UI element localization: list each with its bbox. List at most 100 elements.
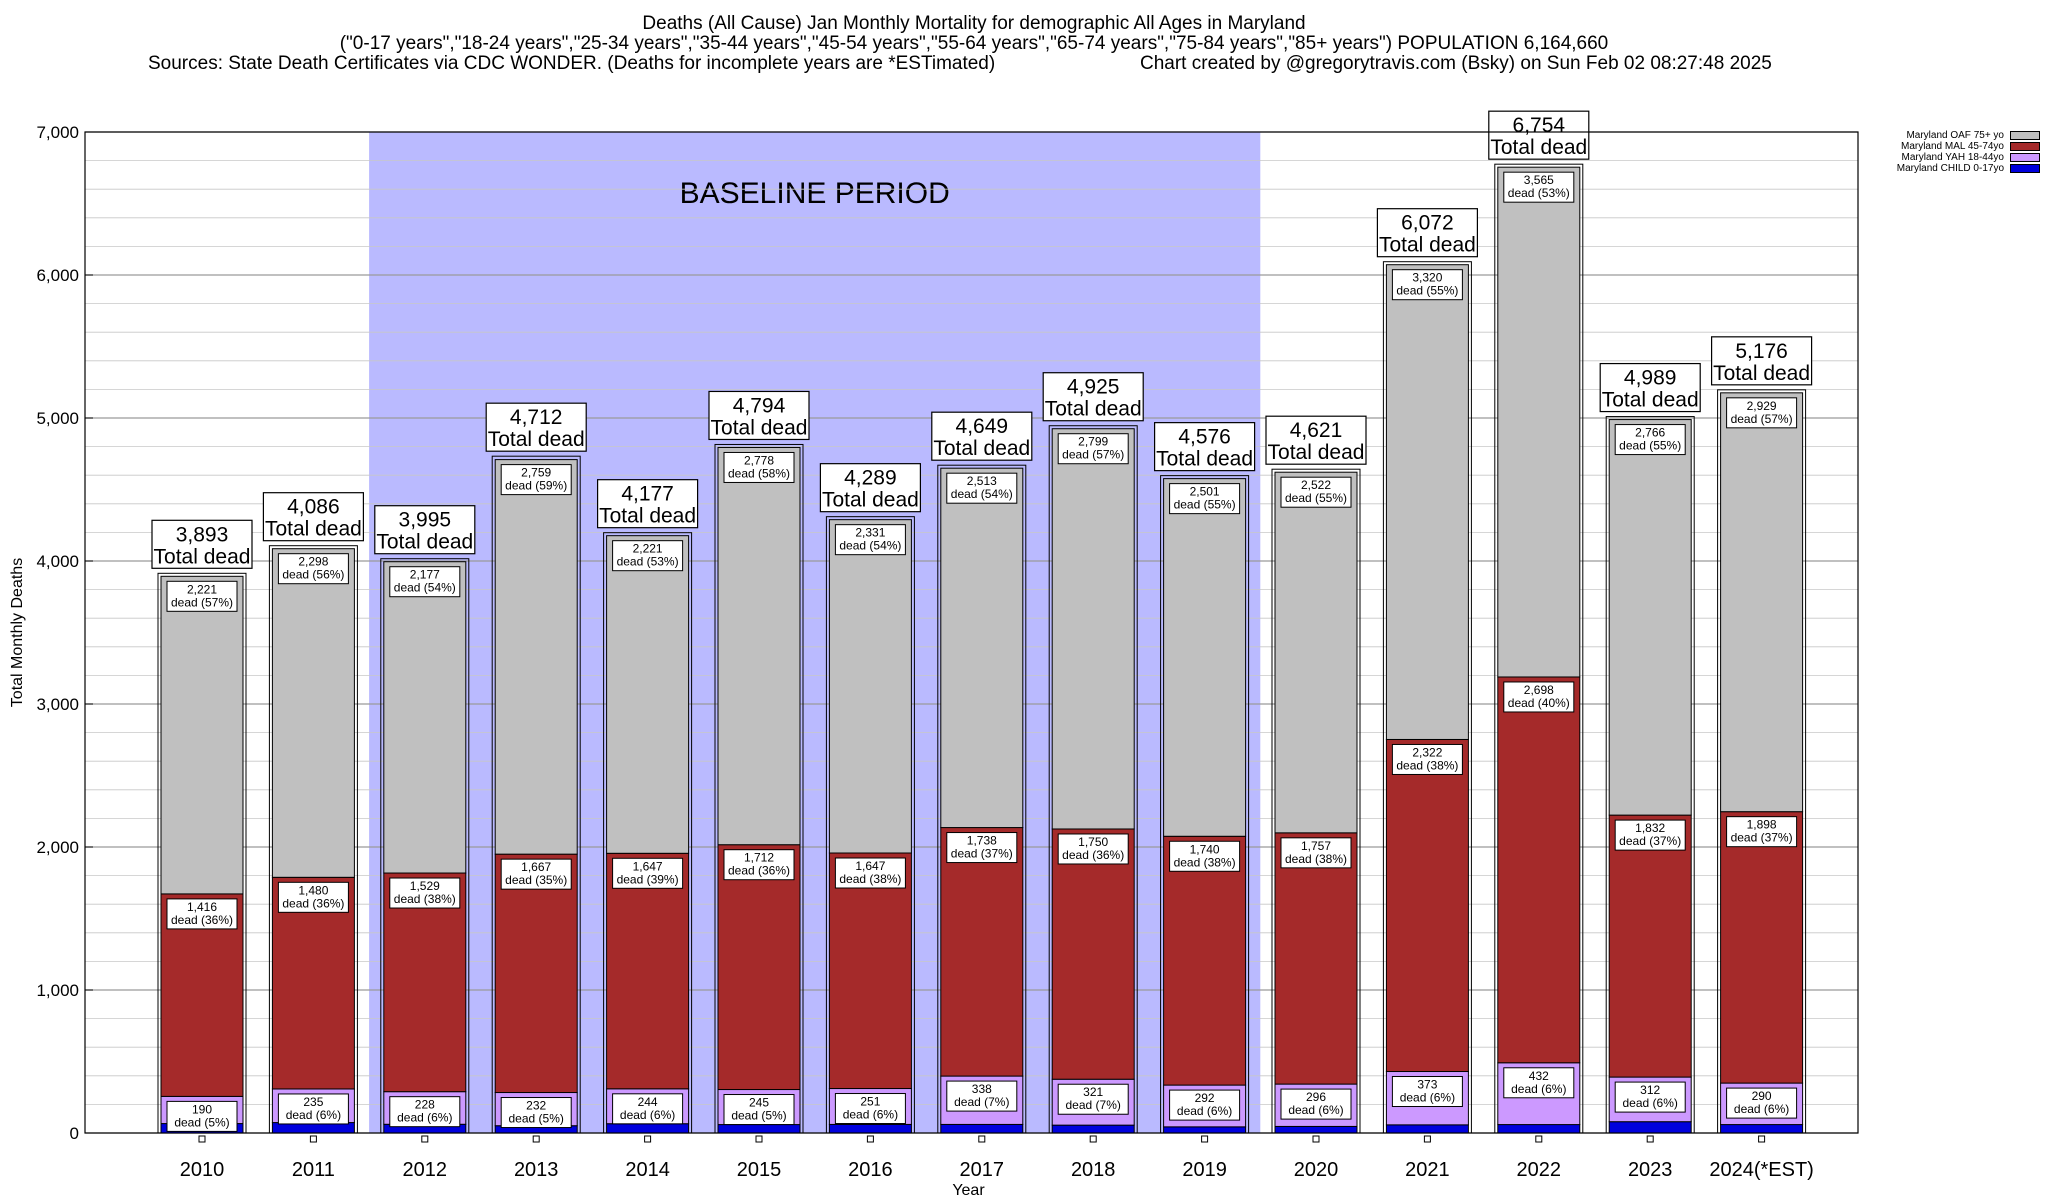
y-axis-label: Total Monthly Deaths <box>9 558 26 707</box>
segment-value-label: 1,832 <box>1635 821 1665 835</box>
segment-share-label: dead (6%) <box>1623 1096 1678 1110</box>
segment-label-box <box>277 553 349 585</box>
segment-label-box <box>834 1093 906 1125</box>
segment-label-box <box>1614 1081 1686 1113</box>
legend-swatch <box>2010 142 2040 151</box>
segment-share-label: dead (54%) <box>394 581 456 595</box>
segment-value-label: 2,331 <box>855 526 885 540</box>
total-label-box <box>151 519 253 569</box>
segment-value-label: 1,647 <box>633 859 663 873</box>
bar-segment <box>1385 738 1469 1073</box>
total-suffix-label: Total dead <box>1379 234 1476 257</box>
segment-label-box <box>1280 837 1352 869</box>
x-tick-marker <box>1535 1135 1543 1143</box>
chart-title: Deaths (All Cause) Jan Monthly Mortality… <box>642 13 1306 34</box>
segment-value-label: 1,738 <box>967 834 997 848</box>
x-tick-label: 2017 <box>960 1159 1005 1181</box>
x-tick-label: 2018 <box>1071 1159 1116 1181</box>
segment-label-box <box>723 451 795 483</box>
legend-label: Maryland CHILD 0-17yo <box>1896 163 2004 174</box>
total-value-label: 4,177 <box>621 483 674 506</box>
total-value-label: 3,893 <box>176 523 229 546</box>
x-tick-label: 2011 <box>292 1159 335 1181</box>
x-tick-label: 2013 <box>514 1159 559 1181</box>
legend-swatch <box>2010 153 2040 162</box>
segment-share-label: dead (57%) <box>1062 448 1124 462</box>
segment-label-box <box>1057 833 1129 865</box>
total-suffix-label: Total dead <box>376 531 473 554</box>
bar-segment <box>1385 264 1469 740</box>
bar-segment <box>1163 1126 1247 1134</box>
bar-segment <box>1608 1121 1692 1134</box>
bar-segment <box>1274 1125 1358 1134</box>
segment-label-box <box>834 524 906 556</box>
segment-share-label: dead (5%) <box>731 1109 786 1123</box>
segment-value-label: 290 <box>1752 1089 1772 1103</box>
segment-value-label: 245 <box>749 1096 769 1110</box>
x-tick-marker <box>1201 1135 1209 1143</box>
segment-share-label: dead (7%) <box>1066 1098 1121 1112</box>
bar-segment <box>1608 419 1692 816</box>
baseline-period-label: BASELINE PERIOD <box>680 177 950 210</box>
total-suffix-label: Total dead <box>1045 398 1142 421</box>
segment-label-box <box>612 857 684 889</box>
segment-label-box <box>1503 681 1575 713</box>
x-tick-marker <box>1089 1135 1097 1143</box>
total-value-label: 5,176 <box>1735 340 1788 363</box>
segment-share-label: dead (53%) <box>617 555 679 569</box>
segment-value-label: 232 <box>526 1099 546 1113</box>
chart-legend: Maryland OAF 75+ yo Maryland MAL 45-74yo M… <box>1897 130 2040 174</box>
segment-value-label: 2,177 <box>410 568 440 582</box>
segment-value-label: 228 <box>415 1098 435 1112</box>
total-suffix-label: Total dead <box>1156 448 1253 471</box>
segment-share-label: dead (6%) <box>1400 1091 1455 1105</box>
total-suffix-label: Total dead <box>154 545 251 568</box>
segment-label-box <box>723 849 795 881</box>
segment-share-label: dead (55%) <box>1174 498 1236 512</box>
bar-segment <box>1497 676 1581 1064</box>
bar-segment <box>1608 814 1692 1078</box>
x-tick-label: 2019 <box>1182 1159 1227 1181</box>
segment-value-label: 235 <box>303 1095 323 1109</box>
segment-share-label: dead (57%) <box>1731 412 1793 426</box>
segment-value-label: 296 <box>1306 1090 1326 1104</box>
segment-label-box <box>1391 269 1463 301</box>
total-label-box <box>262 492 364 542</box>
segment-label-box <box>1280 1088 1352 1120</box>
segment-share-label: dead (54%) <box>839 539 901 553</box>
total-label-box <box>819 463 922 513</box>
segment-value-label: 312 <box>1640 1083 1660 1097</box>
legend-item: Maryland OAF 75+ yo <box>1897 130 2040 141</box>
total-suffix-label: Total dead <box>488 428 585 451</box>
total-label-box <box>1599 362 1701 413</box>
x-tick-label: 2020 <box>1294 1159 1339 1181</box>
bar-segment <box>940 1123 1024 1134</box>
total-value-label: 4,649 <box>956 415 1009 438</box>
chart-titles: Deaths (All Cause) Jan Monthly Mortality… <box>0 14 1948 74</box>
chart-subline: Sources: State Death Certificates via CD… <box>0 54 1948 74</box>
x-tick-marker <box>421 1135 429 1143</box>
segment-value-label: 1,667 <box>521 860 551 874</box>
total-label-box <box>1376 208 1479 258</box>
total-suffix-label: Total dead <box>599 505 696 528</box>
bar-segment <box>606 1123 690 1134</box>
segment-share-label: dead (40%) <box>1508 696 1570 710</box>
y-tick-label: 6,000 <box>36 266 79 285</box>
segment-value-label: 2,766 <box>1635 426 1665 440</box>
segment-label-box <box>1280 476 1352 508</box>
x-tick-label: 2016 <box>848 1159 893 1181</box>
plot-frame <box>84 131 1859 1134</box>
legend-label: Maryland OAF 75+ yo <box>1906 130 2004 141</box>
segment-value-label: 2,221 <box>187 582 217 596</box>
x-tick-marker <box>1312 1135 1320 1143</box>
segment-value-label: 2,778 <box>744 453 774 467</box>
segment-label-box <box>1391 743 1463 775</box>
segment-share-label: dead (7%) <box>954 1095 1009 1109</box>
segment-label-box <box>500 464 572 496</box>
x-tick-label: 2022 <box>1517 1159 1562 1181</box>
segment-value-label: 2,513 <box>967 474 997 488</box>
segment-label-box <box>1169 1089 1241 1121</box>
segment-label-box <box>1057 1083 1129 1115</box>
x-tick-label: 2015 <box>737 1159 782 1181</box>
total-label-box <box>1710 336 1813 386</box>
